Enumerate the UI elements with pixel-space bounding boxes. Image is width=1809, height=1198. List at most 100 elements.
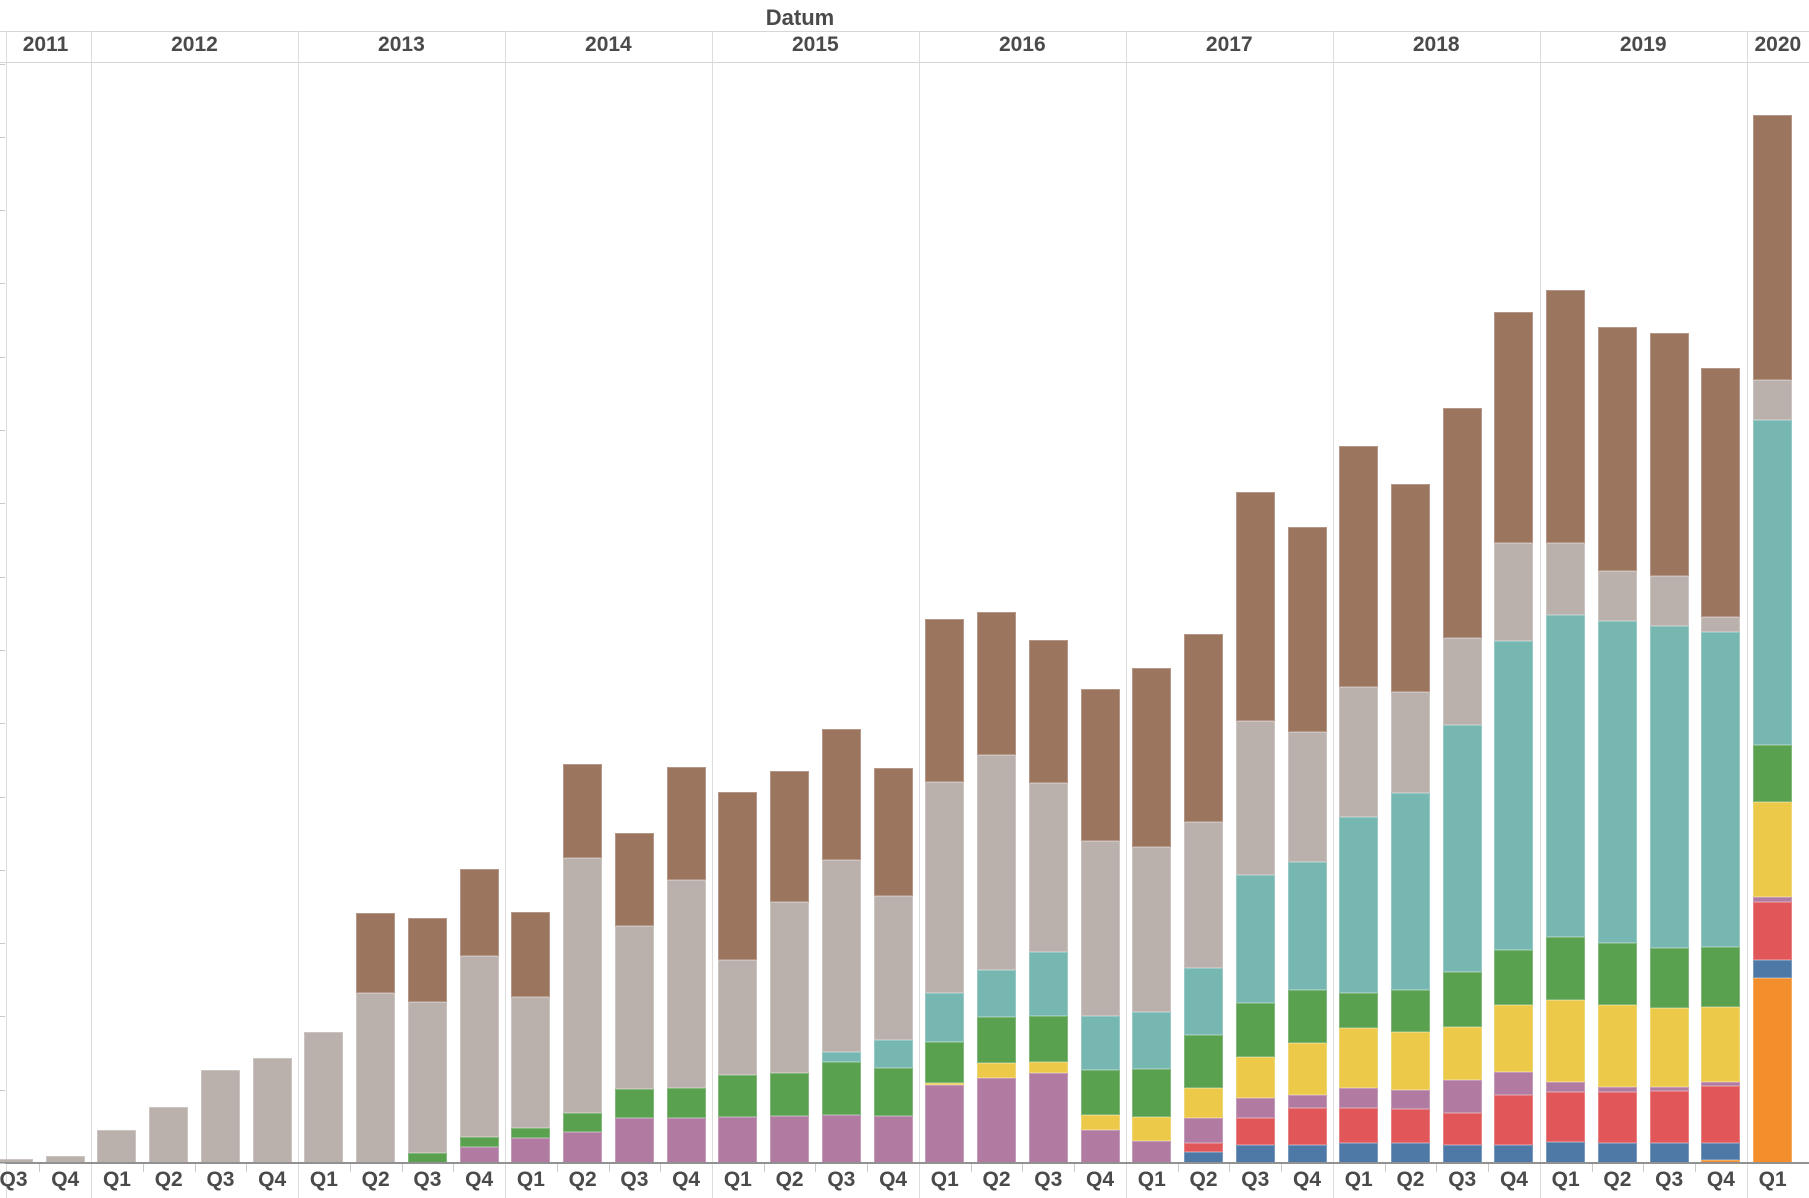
bar-segment-brown[interactable]: [511, 912, 551, 997]
bar-segment-yellow[interactable]: [1287, 1043, 1327, 1095]
bar-segment-green[interactable]: [459, 1137, 499, 1147]
bar-segment-yellow[interactable]: [1753, 802, 1793, 897]
bar-segment-gray[interactable]: [511, 997, 551, 1128]
bar-segment-gray[interactable]: [149, 1107, 189, 1163]
bar-segment-gray[interactable]: [1597, 571, 1637, 621]
bar-segment-teal[interactable]: [1701, 632, 1741, 947]
stacked-bar-2015-Q1[interactable]: [718, 792, 758, 1163]
bar-segment-red[interactable]: [1235, 1118, 1275, 1145]
bar-segment-brown[interactable]: [977, 612, 1017, 755]
bar-segment-brown[interactable]: [1184, 634, 1224, 822]
bar-segment-red[interactable]: [1442, 1113, 1482, 1145]
bar-segment-blue[interactable]: [1494, 1145, 1534, 1163]
bar-segment-gray[interactable]: [407, 1002, 447, 1153]
bar-segment-teal[interactable]: [1546, 615, 1586, 937]
bar-segment-gray[interactable]: [1494, 543, 1534, 641]
bar-segment-purple[interactable]: [1390, 1090, 1430, 1109]
bar-segment-gray[interactable]: [252, 1058, 292, 1163]
bar-segment-red[interactable]: [1339, 1108, 1379, 1143]
bar-segment-gray[interactable]: [977, 755, 1017, 970]
bar-segment-purple[interactable]: [821, 1115, 861, 1163]
bar-segment-gray[interactable]: [925, 782, 965, 993]
bar-segment-blue[interactable]: [1184, 1152, 1224, 1163]
bar-segment-red[interactable]: [1287, 1108, 1327, 1145]
bar-segment-gray[interactable]: [1235, 721, 1275, 875]
bar-segment-blue[interactable]: [1390, 1143, 1430, 1163]
bar-segment-brown[interactable]: [925, 619, 965, 782]
bar-segment-yellow[interactable]: [1649, 1008, 1689, 1087]
bar-segment-green[interactable]: [925, 1042, 965, 1083]
bar-segment-purple[interactable]: [614, 1118, 654, 1163]
bar-segment-blue[interactable]: [1235, 1145, 1275, 1163]
bar-segment-brown[interactable]: [1132, 668, 1172, 847]
bar-segment-teal[interactable]: [925, 993, 965, 1042]
stacked-bar-2017-Q2[interactable]: [1184, 634, 1224, 1163]
bar-segment-blue[interactable]: [1546, 1142, 1586, 1163]
bar-segment-purple[interactable]: [1339, 1088, 1379, 1108]
bar-segment-brown[interactable]: [770, 771, 810, 902]
bar-segment-brown[interactable]: [1546, 290, 1586, 543]
bar-segment-gray[interactable]: [1442, 638, 1482, 725]
bar-segment-brown[interactable]: [356, 913, 396, 993]
bar-segment-gray[interactable]: [1028, 783, 1068, 952]
stacked-bar-2011-Q4[interactable]: [45, 1156, 85, 1163]
stacked-bar-2015-Q4[interactable]: [873, 768, 913, 1163]
bar-segment-gray[interactable]: [1649, 576, 1689, 626]
bar-segment-purple[interactable]: [1287, 1095, 1327, 1108]
bar-segment-yellow[interactable]: [1080, 1115, 1120, 1130]
stacked-bar-2014-Q2[interactable]: [563, 764, 603, 1163]
stacked-bar-2012-Q2[interactable]: [149, 1107, 189, 1163]
bar-segment-gray[interactable]: [614, 926, 654, 1089]
bar-segment-green[interactable]: [666, 1088, 706, 1118]
bar-segment-brown[interactable]: [459, 869, 499, 956]
bar-segment-brown[interactable]: [821, 729, 861, 860]
bar-segment-brown[interactable]: [1080, 689, 1120, 841]
bar-segment-green[interactable]: [1442, 972, 1482, 1027]
bar-segment-green[interactable]: [1753, 745, 1793, 802]
stacked-bar-2016-Q3[interactable]: [1028, 640, 1068, 1163]
bar-segment-green[interactable]: [718, 1075, 758, 1117]
stacked-bar-2017-Q4[interactable]: [1287, 527, 1327, 1163]
bar-segment-gray[interactable]: [97, 1130, 137, 1163]
stacked-bar-2014-Q4[interactable]: [666, 767, 706, 1163]
bar-segment-gray[interactable]: [563, 858, 603, 1113]
bar-segment-brown[interactable]: [407, 918, 447, 1002]
bar-segment-green[interactable]: [1546, 937, 1586, 1000]
bar-segment-red[interactable]: [1546, 1092, 1586, 1142]
stacked-bar-2018-Q3[interactable]: [1442, 408, 1482, 1163]
bar-segment-yellow[interactable]: [1339, 1028, 1379, 1088]
bar-segment-brown[interactable]: [1235, 492, 1275, 721]
bar-segment-teal[interactable]: [1753, 420, 1793, 745]
bar-segment-teal[interactable]: [821, 1052, 861, 1062]
bar-segment-gray[interactable]: [1701, 617, 1741, 632]
bar-segment-green[interactable]: [770, 1073, 810, 1116]
bar-segment-brown[interactable]: [1442, 408, 1482, 638]
bar-segment-purple[interactable]: [1442, 1080, 1482, 1113]
bar-segment-blue[interactable]: [1649, 1143, 1689, 1163]
bar-segment-green[interactable]: [1132, 1069, 1172, 1117]
bar-segment-orange[interactable]: [1701, 1160, 1741, 1163]
bar-segment-purple[interactable]: [925, 1085, 965, 1163]
bar-segment-green[interactable]: [1080, 1070, 1120, 1115]
stacked-bar-2016-Q4[interactable]: [1080, 689, 1120, 1163]
bar-segment-green[interactable]: [1235, 1003, 1275, 1057]
bar-segment-teal[interactable]: [1597, 621, 1637, 943]
stacked-bar-2018-Q2[interactable]: [1390, 484, 1430, 1163]
stacked-bar-2012-Q4[interactable]: [252, 1058, 292, 1163]
bar-segment-yellow[interactable]: [925, 1083, 965, 1085]
bar-segment-brown[interactable]: [1390, 484, 1430, 692]
bar-segment-brown[interactable]: [1494, 312, 1534, 543]
bar-segment-blue[interactable]: [1701, 1143, 1741, 1160]
bar-segment-purple[interactable]: [1028, 1073, 1068, 1163]
stacked-bar-2019-Q2[interactable]: [1597, 327, 1637, 1163]
bar-segment-brown[interactable]: [873, 768, 913, 896]
bar-segment-yellow[interactable]: [1597, 1005, 1637, 1087]
bar-segment-brown[interactable]: [563, 764, 603, 858]
bar-segment-purple[interactable]: [1184, 1118, 1224, 1143]
stacked-bar-2014-Q3[interactable]: [614, 833, 654, 1163]
bar-segment-teal[interactable]: [873, 1040, 913, 1068]
stacked-bar-2014-Q1[interactable]: [511, 912, 551, 1163]
bar-segment-teal[interactable]: [1028, 952, 1068, 1016]
bar-segment-gray[interactable]: [821, 860, 861, 1052]
bar-segment-brown[interactable]: [1287, 527, 1327, 732]
